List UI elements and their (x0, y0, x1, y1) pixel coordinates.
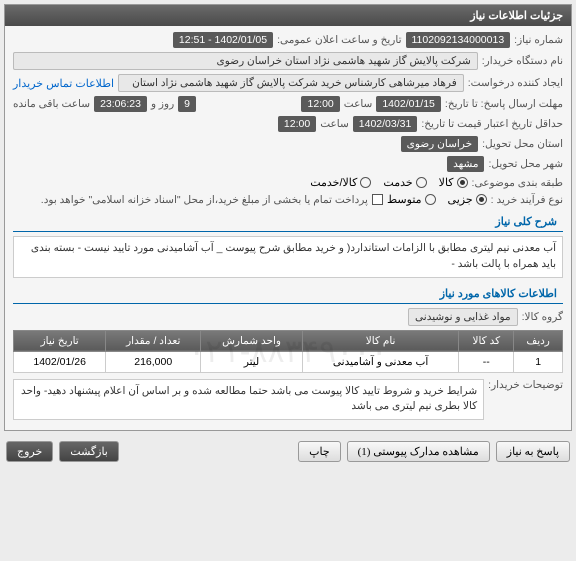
radio-icon (360, 177, 371, 188)
group-label: گروه کالا: (522, 311, 563, 323)
cell-code: -- (459, 351, 514, 372)
requester-label: ایجاد کننده درخواست: (468, 77, 563, 89)
table-header-row: ردیف کد کالا نام کالا واحد شمارش تعداد /… (14, 330, 563, 351)
deadline-label: مهلت ارسال پاسخ: تا تاریخ: (445, 98, 563, 110)
footer-bar: پاسخ به نیاز مشاهده مدارک پیوستی (1) چاپ… (0, 435, 576, 468)
th-code: کد کالا (459, 330, 514, 351)
pub-date-label: تاریخ و ساعت اعلان عمومی: (277, 34, 401, 46)
pkg-service-option[interactable]: خدمت (383, 176, 426, 189)
th-date: تاریخ نیاز (14, 330, 106, 351)
cell-row: 1 (514, 351, 563, 372)
buy-partial-label: جزیی (448, 193, 473, 206)
validity-label: حداقل تاریخ اعتبار قیمت تا تاریخ: (421, 118, 563, 130)
pkg-goods-option[interactable]: کالا (439, 176, 468, 189)
province-label: استان محل تحویل: (482, 138, 563, 150)
validity-date: 1402/03/31 (353, 116, 418, 132)
back-button[interactable]: بازگشت (59, 441, 119, 462)
row-buyer-note: توضیحات خریدار: شرایط خرید و شروط تایید … (13, 379, 563, 421)
province-value: خراسان رضوی (401, 136, 478, 152)
pay-note: پرداخت تمام یا بخشی از مبلغ خرید،از محل … (41, 194, 368, 206)
city-label: شهر محل تحویل: (488, 158, 563, 170)
deadline-time: 12:00 (301, 96, 339, 112)
group-value: مواد غذایی و نوشیدنی (408, 308, 518, 326)
time-label-2: ساعت (320, 118, 349, 130)
goods-table: ردیف کد کالا نام کالا واحد شمارش تعداد /… (13, 330, 563, 373)
goods-section-title: اطلاعات کالاهای مورد نیاز (13, 284, 563, 304)
th-unit: واحد شمارش (201, 330, 303, 351)
requester-value: فرهاد میرشاهی کارشناس خرید شرکت پالایش گ… (118, 74, 464, 92)
table-wrapper: ۰۲۱-۸۸۳۴۹۰۰۰ ردیف کد کالا نام کالا واحد … (13, 330, 563, 373)
spacer (125, 441, 292, 462)
th-name: نام کالا (302, 330, 458, 351)
remain-day-label: روز و (151, 98, 174, 110)
desc-text: آب معدنی نیم لیتری مطابق با الزامات استا… (13, 236, 563, 278)
pkg-radio-group: کالا خدمت کالا/خدمت (310, 176, 467, 189)
remaining-time: 9 روز و 23:06:23 ساعت باقی مانده (13, 96, 196, 112)
buy-medium-option[interactable]: متوسط (387, 193, 436, 206)
deadline-date: 1402/01/15 (376, 96, 441, 112)
remain-days: 9 (178, 96, 196, 112)
buyer-note-text: شرایط خرید و شروط تایید کالا پیوست می با… (13, 379, 484, 421)
buyer-label: نام دستگاه خریدار: (482, 55, 563, 67)
row-province: استان محل تحویل: خراسان رضوی (13, 136, 563, 152)
radio-icon (476, 194, 487, 205)
details-panel: جزئیات اطلاعات نیاز شماره نیاز: 11020921… (4, 4, 572, 431)
attachments-button[interactable]: مشاهده مدارک پیوستی (1) (347, 441, 490, 462)
validity-time: 12:00 (278, 116, 316, 132)
row-need-no: شماره نیاز: 1102092134000013 تاریخ و ساع… (13, 32, 563, 48)
buy-partial-option[interactable]: جزیی (448, 193, 487, 206)
buy-type-group: جزیی متوسط (387, 193, 487, 206)
row-buy-type: نوع فرآیند خرید : جزیی متوسط پرداخت تمام… (13, 193, 563, 206)
pkg-both-option[interactable]: کالا/خدمت (310, 176, 371, 189)
radio-icon (416, 177, 427, 188)
panel-body: شماره نیاز: 1102092134000013 تاریخ و ساع… (5, 26, 571, 430)
cell-qty: 216,000 (106, 351, 201, 372)
row-city: شهر محل تحویل: مشهد (13, 156, 563, 172)
buy-type-label: نوع فرآیند خرید : (491, 194, 563, 206)
time-label-1: ساعت (344, 98, 373, 110)
need-no-label: شماره نیاز: (514, 34, 563, 46)
radio-icon (457, 177, 468, 188)
buyer-note-label: توضیحات خریدار: (488, 379, 563, 391)
th-row: ردیف (514, 330, 563, 351)
remain-clock: 23:06:23 (94, 96, 147, 112)
city-value: مشهد (447, 156, 484, 172)
cell-unit: لیتر (201, 351, 303, 372)
row-deadline: مهلت ارسال پاسخ: تا تاریخ: 1402/01/15 سا… (13, 96, 563, 112)
row-validity: حداقل تاریخ اعتبار قیمت تا تاریخ: 1402/0… (13, 116, 563, 132)
panel-title: جزئیات اطلاعات نیاز (5, 5, 571, 26)
row-group: گروه کالا: مواد غذایی و نوشیدنی (13, 308, 563, 326)
cell-date: 1402/01/26 (14, 351, 106, 372)
pkg-both-label: کالا/خدمت (310, 176, 357, 189)
respond-button[interactable]: پاسخ به نیاز (496, 441, 570, 462)
buy-medium-label: متوسط (387, 193, 422, 206)
need-no-value: 1102092134000013 (406, 32, 511, 48)
row-requester: ایجاد کننده درخواست: فرهاد میرشاهی کارشن… (13, 74, 563, 92)
print-button[interactable]: چاپ (298, 441, 341, 462)
table-row[interactable]: 1 -- آب معدنی و آشامیدنی لیتر 216,000 14… (14, 351, 563, 372)
contact-link[interactable]: اطلاعات تماس خریدار (13, 77, 114, 90)
exit-button[interactable]: خروج (6, 441, 53, 462)
pkg-service-label: خدمت (383, 176, 412, 189)
treasury-checkbox[interactable] (372, 194, 383, 205)
row-buyer: نام دستگاه خریدار: شرکت پالایش گاز شهید … (13, 52, 563, 70)
pub-date-value: 1402/01/05 - 12:51 (173, 32, 273, 48)
desc-section-title: شرح کلی نیاز (13, 212, 563, 232)
pkg-label: طبقه بندی موضوعی: (472, 177, 563, 189)
th-qty: تعداد / مقدار (106, 330, 201, 351)
remain-suffix: ساعت باقی مانده (13, 98, 90, 110)
pkg-goods-label: کالا (439, 176, 454, 189)
buyer-value: شرکت پالایش گاز شهید هاشمی نژاد استان خر… (13, 52, 478, 70)
cell-name: آب معدنی و آشامیدنی (302, 351, 458, 372)
row-package-type: طبقه بندی موضوعی: کالا خدمت کالا/خدمت (13, 176, 563, 189)
radio-icon (425, 194, 436, 205)
